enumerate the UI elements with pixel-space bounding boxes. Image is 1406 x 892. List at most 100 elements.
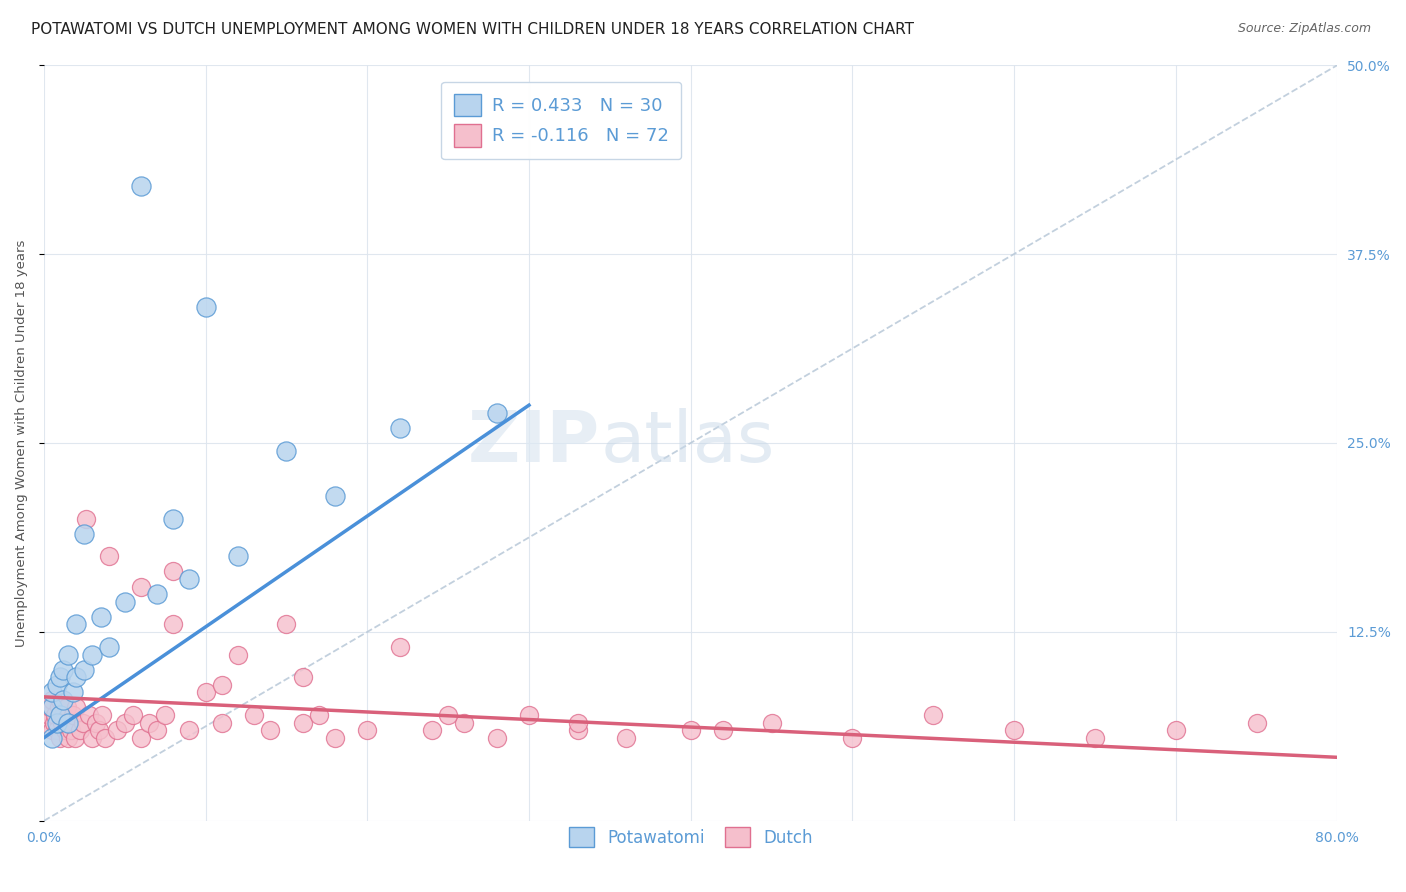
Text: ZIP: ZIP [468,409,600,477]
Point [114,715,136,730]
Point [38,708,60,723]
Point [1002,723,1025,738]
Point [276,617,298,632]
Point [94,731,117,745]
Point [72,715,94,730]
Point [91,708,114,723]
Point [146,723,169,738]
Point [41,731,63,745]
Point [75,511,97,525]
Point [614,731,637,745]
Point [162,617,184,632]
Point [42,715,65,730]
Point [1164,723,1187,738]
Point [485,406,508,420]
Point [162,511,184,525]
Point [453,715,475,730]
Point [194,300,217,314]
Point [388,421,411,435]
Point [291,715,314,730]
Point [49,731,72,745]
Y-axis label: Unemployment Among Women with Children Under 18 years: Unemployment Among Women with Children U… [15,239,28,647]
Point [55,700,77,714]
Point [45,678,67,692]
Point [52,663,75,677]
Point [87,723,110,738]
Point [49,670,72,684]
Point [41,693,63,707]
Point [291,670,314,684]
Point [679,723,702,738]
Text: Source: ZipAtlas.com: Source: ZipAtlas.com [1237,22,1371,36]
Point [841,731,863,745]
Point [49,693,72,707]
Point [420,723,443,738]
Point [45,715,67,730]
Point [53,723,76,738]
Point [138,715,160,730]
Point [51,715,73,730]
Point [59,715,82,730]
Point [485,731,508,745]
Point [162,565,184,579]
Point [82,648,104,662]
Point [58,731,80,745]
Point [82,731,104,745]
Point [323,731,346,745]
Point [62,685,84,699]
Point [129,580,152,594]
Point [259,723,281,738]
Point [388,640,411,654]
Point [323,489,346,503]
Point [226,549,249,564]
Point [45,723,67,738]
Point [517,708,540,723]
Point [211,715,233,730]
Point [65,617,87,632]
Point [44,708,66,723]
Point [146,587,169,601]
Point [129,731,152,745]
Point [63,731,86,745]
Point [105,723,128,738]
Point [211,678,233,692]
Point [69,723,91,738]
Point [65,670,87,684]
Point [243,708,266,723]
Point [226,648,249,662]
Point [73,663,96,677]
Point [58,715,80,730]
Point [58,648,80,662]
Point [97,640,120,654]
Point [84,715,107,730]
Point [129,179,152,194]
Point [1246,715,1268,730]
Point [41,685,63,699]
Point [179,572,201,586]
Point [52,693,75,707]
Point [73,526,96,541]
Point [60,723,83,738]
Point [48,700,70,714]
Point [122,708,145,723]
Point [155,708,177,723]
Point [97,549,120,564]
Legend: Potawatomi, Dutch: Potawatomi, Dutch [562,821,820,854]
Text: atlas: atlas [600,409,775,477]
Point [567,715,589,730]
Point [276,443,298,458]
Point [52,708,75,723]
Point [90,609,112,624]
Point [567,723,589,738]
Point [1084,731,1107,745]
Text: POTAWATOMI VS DUTCH UNEMPLOYMENT AMONG WOMEN WITH CHILDREN UNDER 18 YEARS CORREL: POTAWATOMI VS DUTCH UNEMPLOYMENT AMONG W… [31,22,914,37]
Point [761,715,783,730]
Point [41,723,63,738]
Point [179,723,201,738]
Point [308,708,330,723]
Point [194,685,217,699]
Point [41,700,63,714]
Point [39,700,62,714]
Point [437,708,460,723]
Point [711,723,734,738]
